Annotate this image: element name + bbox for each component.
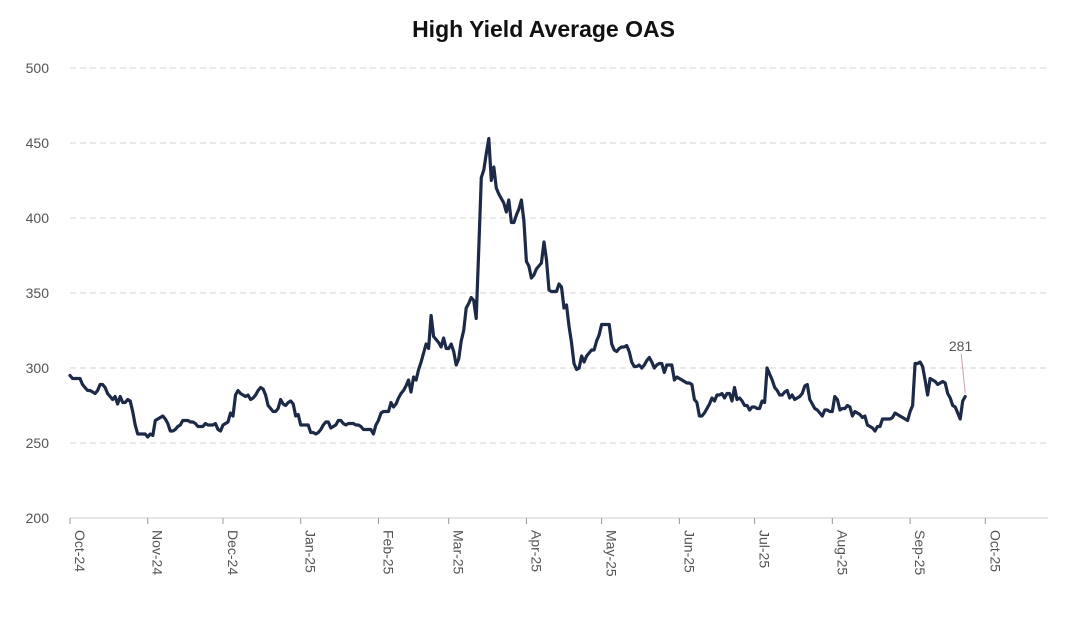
y-axis-ticks: 200 250 300 350 400 450 500: [26, 60, 50, 526]
annotations: 281: [949, 338, 973, 394]
y-tick-label: 250: [26, 435, 50, 451]
x-tick-label: Aug-25: [834, 530, 850, 575]
last-value-label: 281: [949, 338, 973, 354]
x-tick-label: Feb-25: [380, 530, 396, 575]
x-tick-label: Nov-24: [150, 530, 166, 575]
x-tick-label: Dec-24: [225, 530, 241, 575]
y-tick-label: 200: [26, 510, 50, 526]
y-tick-label: 400: [26, 210, 50, 226]
x-axis-ticks: Oct-24 Nov-24 Dec-24 Jan-25 Feb-25 Mar-25 Apr-…: [69, 518, 1003, 577]
last-value-leader: [960, 353, 966, 394]
y-tick-label: 450: [26, 135, 50, 151]
y-tick-label: 350: [26, 285, 50, 301]
x-tick-label: Oct-24: [72, 530, 88, 572]
y-tick-label: 300: [26, 360, 50, 376]
x-tick-label: Jun-25: [681, 530, 697, 573]
series: [68, 136, 967, 439]
y-tick-label: 500: [26, 60, 50, 76]
x-tick-label: Sep-25: [912, 530, 928, 575]
x-tick-label: Mar-25: [451, 530, 467, 575]
x-tick-label: May-25: [604, 530, 620, 577]
series-line-0: [68, 136, 967, 439]
x-tick-label: Apr-25: [528, 530, 544, 572]
gridlines: [70, 67, 1048, 444]
x-tick-label: Oct-25: [987, 530, 1003, 572]
chart-title: High Yield Average OAS: [412, 16, 675, 42]
x-tick-label: Jul-25: [757, 530, 773, 568]
x-tick-label: Jan-25: [303, 530, 319, 573]
